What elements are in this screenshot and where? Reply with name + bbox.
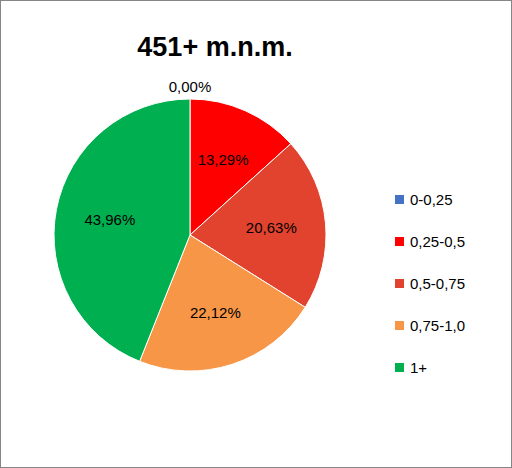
legend-label: 1+ xyxy=(410,359,427,376)
data-label: 22,12% xyxy=(190,304,241,321)
data-label: 13,29% xyxy=(198,151,249,168)
legend-label: 0,5-0,75 xyxy=(410,275,465,292)
legend-label: 0,75-1,0 xyxy=(410,317,465,334)
legend-swatch xyxy=(395,237,404,246)
chart: 451+ m.n.m. 0,00% 13,29% 20,63% 22,12% 43,96%… xyxy=(0,0,512,468)
legend-swatch xyxy=(395,321,404,330)
frame xyxy=(1,1,512,468)
legend-label: 0-0,25 xyxy=(410,191,453,208)
data-label: 0,00% xyxy=(169,78,212,95)
data-labels: 0,00% 13,29% 20,63% 22,12% 43,96% xyxy=(84,78,296,321)
data-label: 20,63% xyxy=(246,219,297,236)
title: 451+ m.n.m. xyxy=(137,32,292,62)
legend: 0-0,25 0,25-0,5 0,5-0,75 0,75-1,0 1+ xyxy=(395,191,465,376)
slice xyxy=(54,99,190,361)
legend-swatch xyxy=(395,363,404,372)
legend-swatch xyxy=(395,279,404,288)
data-label: 43,96% xyxy=(84,211,135,228)
legend-label: 0,25-0,5 xyxy=(410,233,465,250)
legend-swatch xyxy=(395,195,404,204)
pie xyxy=(54,99,326,371)
